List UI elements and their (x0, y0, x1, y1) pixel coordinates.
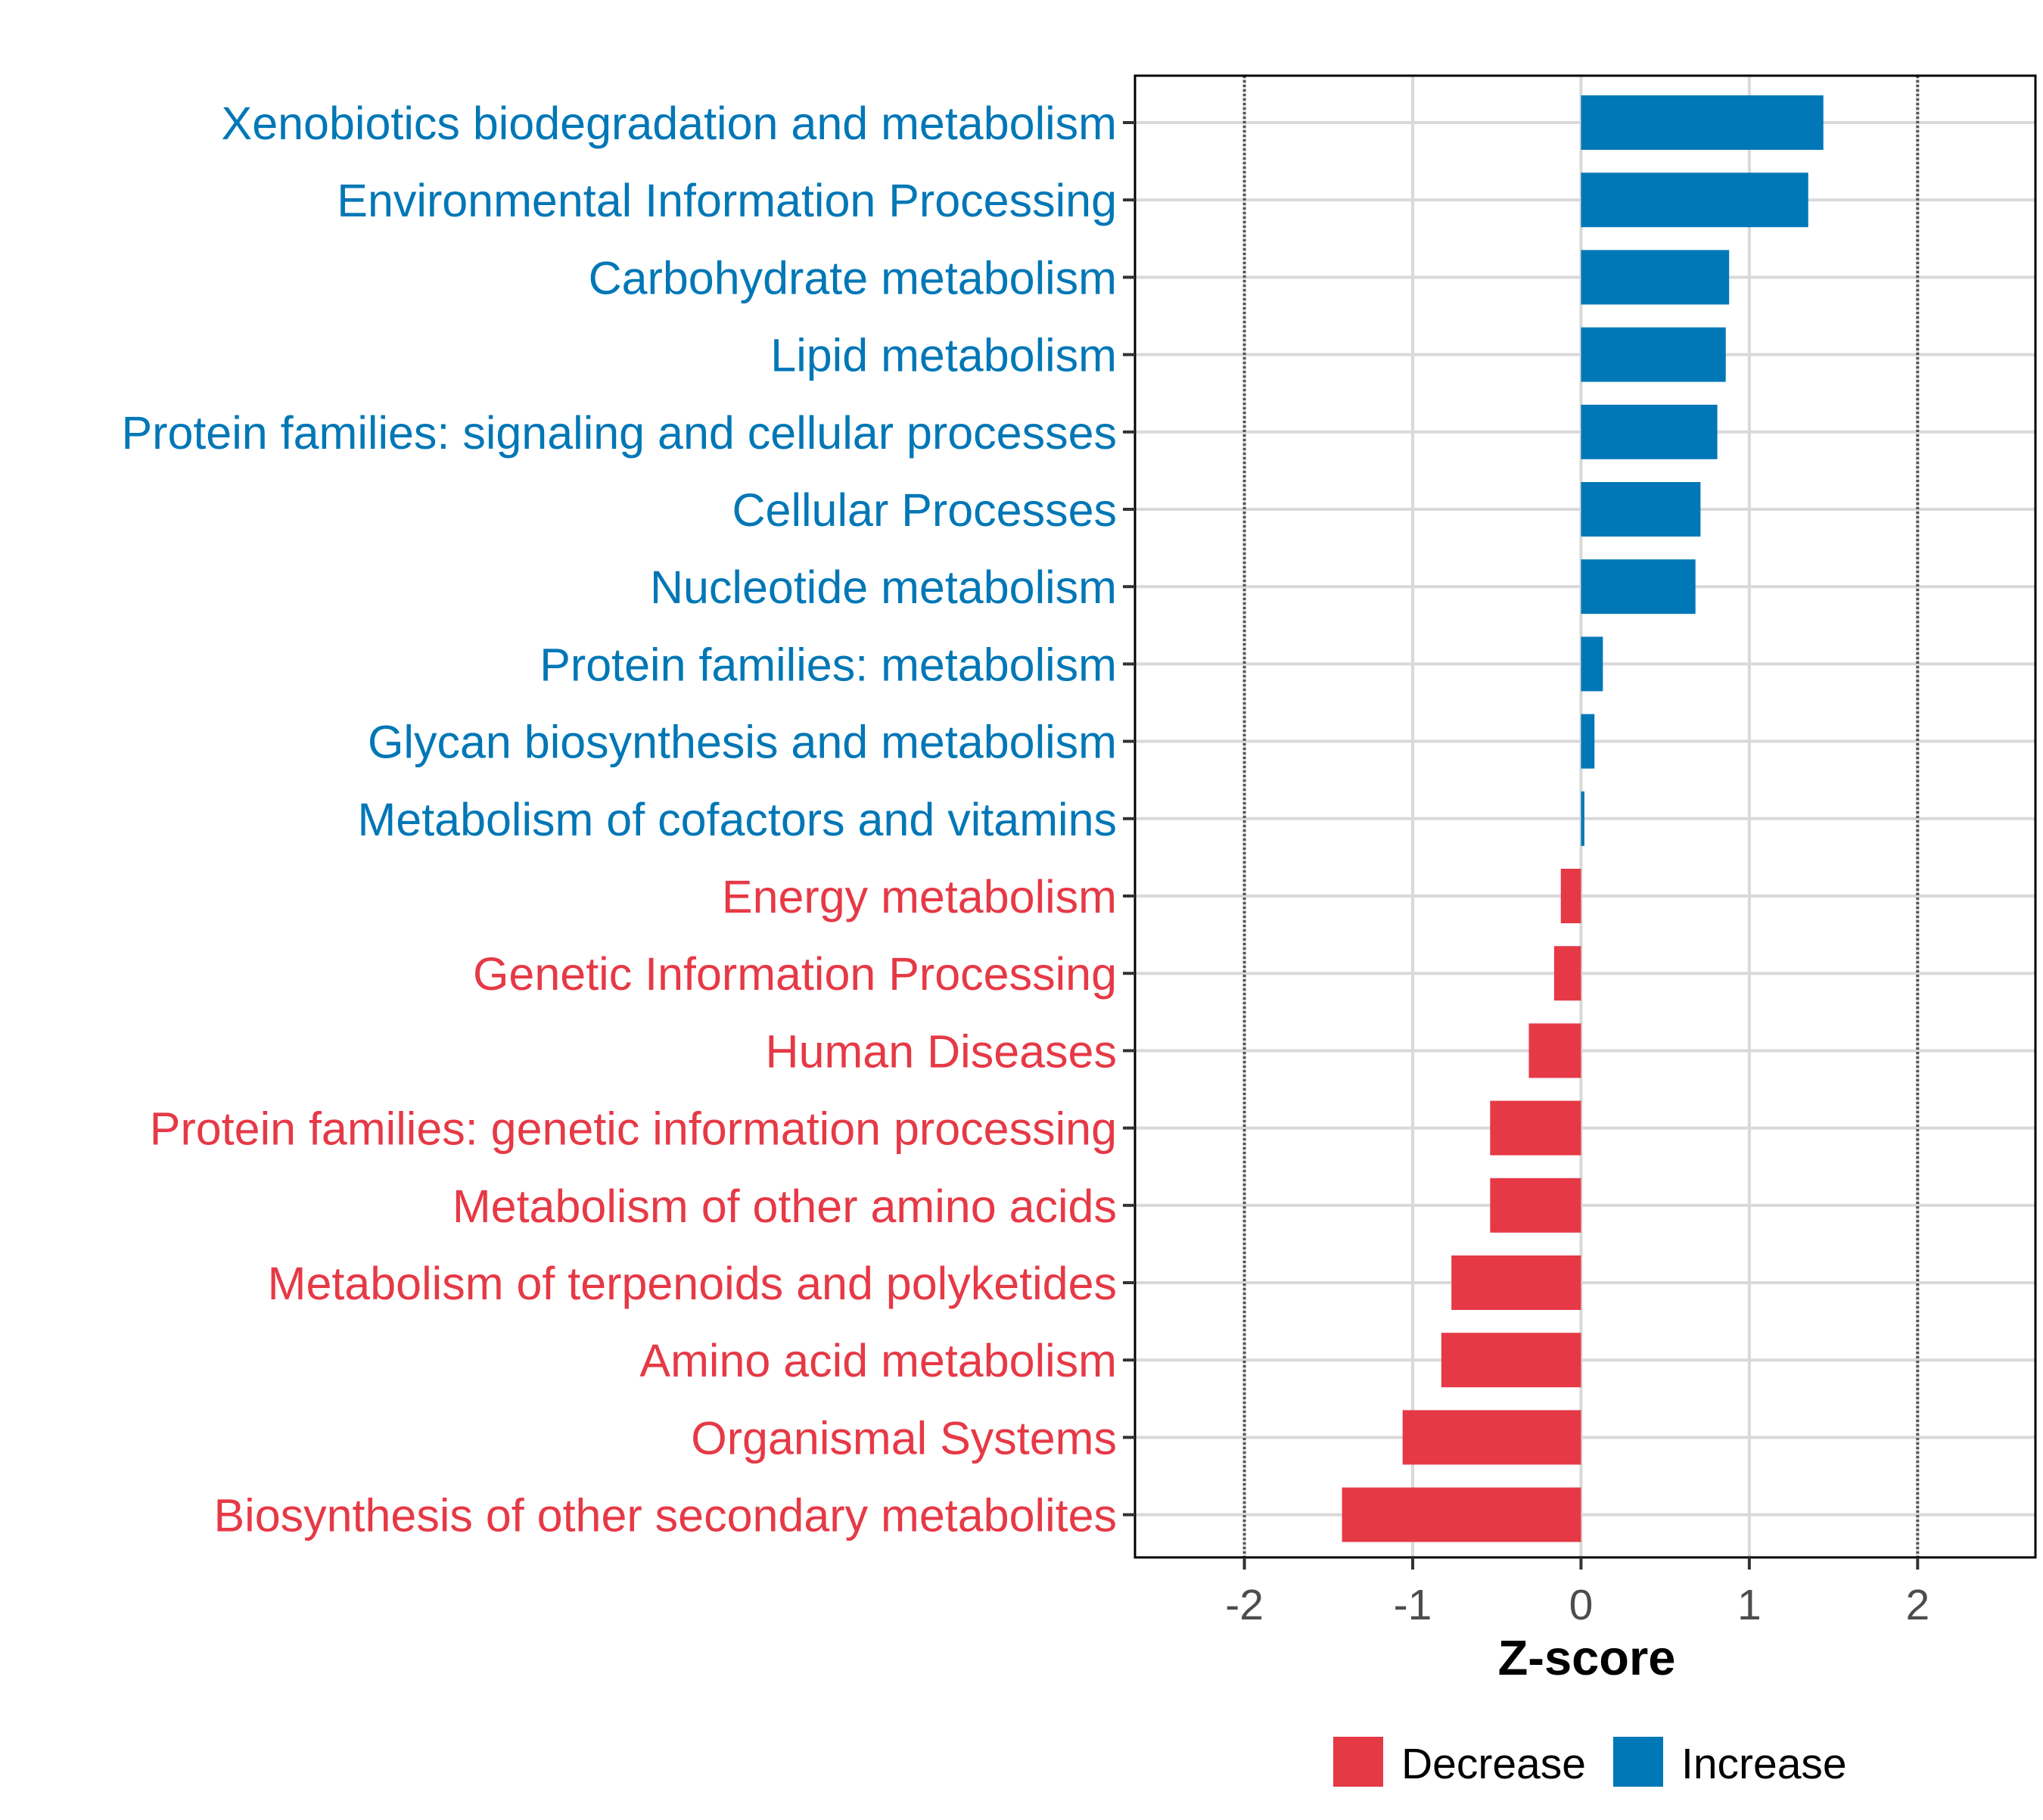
bar (1581, 714, 1595, 769)
y-tick-label: Glycan biosynthesis and metabolism (368, 717, 1117, 768)
y-tick-label: Lipid metabolism (770, 330, 1117, 381)
y-tick-label: Protein families: metabolism (540, 639, 1117, 690)
y-tick-label: Environmental Information Processing (337, 175, 1117, 226)
x-tick-label: 0 (1569, 1581, 1594, 1629)
plot-panel-background (1135, 76, 2035, 1557)
panel-layer (1133, 74, 2037, 1559)
x-tick-label: -1 (1394, 1581, 1432, 1629)
y-tick-label: Protein families: genetic information pr… (150, 1103, 1117, 1155)
bar (1581, 327, 1726, 382)
x-tick-label: 2 (1905, 1581, 1930, 1629)
bar-layer (1342, 95, 1824, 1542)
bar (1451, 1255, 1581, 1310)
legend-label-decrease: Decrease (1401, 1740, 1586, 1788)
bar (1490, 1178, 1581, 1233)
y-tick-label: Carbohydrate metabolism (589, 252, 1117, 303)
bar (1581, 482, 1701, 537)
x-tick-label: 1 (1737, 1581, 1762, 1629)
y-tick-label: Organismal Systems (691, 1412, 1117, 1464)
legend-key-increase (1613, 1737, 1663, 1787)
bar (1581, 636, 1603, 692)
bar (1490, 1100, 1581, 1156)
legend: Decrease Increase (1333, 1737, 1847, 1788)
bar (1402, 1410, 1581, 1465)
bar (1581, 791, 1584, 846)
bar (1441, 1333, 1581, 1388)
y-tick-label: Human Diseases (766, 1025, 1117, 1077)
bar (1581, 559, 1696, 614)
x-tick-label: -2 (1225, 1581, 1264, 1629)
y-tick-label: Protein families: signaling and cellular… (121, 407, 1117, 459)
bar (1342, 1487, 1581, 1542)
y-tick-label: Cellular Processes (732, 484, 1117, 536)
y-tick-label: Metabolism of other amino acids (452, 1181, 1117, 1232)
bar (1528, 1023, 1581, 1078)
y-tick-label: Metabolism of terpenoids and polyketides (268, 1258, 1117, 1309)
plot-panel-border (1133, 74, 2037, 1559)
bar (1581, 95, 1824, 150)
bar (1581, 404, 1718, 459)
y-tick-label: Xenobiotics biodegradation and metabolis… (222, 98, 1117, 149)
y-tick-label: Biosynthesis of other secondary metaboli… (213, 1490, 1117, 1542)
x-axis-title: Z-score (1498, 1630, 1676, 1685)
bar (1581, 250, 1730, 305)
y-tick-label: Nucleotide metabolism (650, 562, 1117, 613)
x-axis: -2 -1 0 1 2 (1225, 1557, 1930, 1629)
y-tick-label: Metabolism of cofactors and vitamins (357, 794, 1117, 845)
y-axis: Xenobiotics biodegradation and metabolis… (121, 98, 1135, 1542)
legend-label-increase: Increase (1681, 1740, 1847, 1788)
legend-key-decrease (1333, 1737, 1383, 1787)
y-tick-label: Energy metabolism (722, 871, 1117, 922)
bar (1560, 869, 1581, 923)
y-tick-label: Genetic Information Processing (473, 948, 1117, 1000)
y-tick-label: Amino acid metabolism (639, 1335, 1117, 1386)
bar (1553, 946, 1581, 1001)
bar (1581, 173, 1808, 228)
